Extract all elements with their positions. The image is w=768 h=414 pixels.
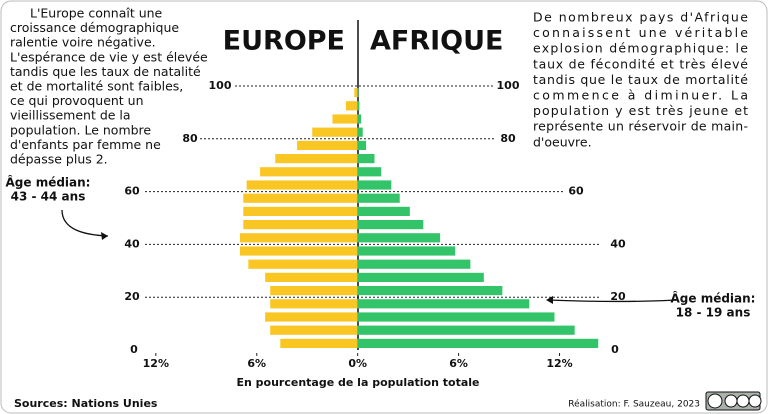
bar [357,299,530,309]
bar [357,272,484,282]
bar [270,286,358,296]
bar [357,325,575,335]
description-line: explosion démographique: le [533,41,748,56]
bar [297,140,358,150]
bar [357,312,555,322]
bar [357,259,471,269]
y-tick-label: 60 [124,185,140,198]
bar [243,206,358,216]
bar [357,140,367,150]
cc-badge [705,391,762,411]
y-tick-label: 20 [610,290,626,303]
description-line: L'espérance de vie y est élevée [10,49,208,64]
x-axis-label: En pourcentage de la population totale [236,376,479,389]
y-tick-label: 80 [500,132,516,145]
bar [357,101,360,111]
y-tick-label: 0 [611,343,619,356]
x-tick-label: 12% [546,357,572,370]
credit: Réalisation: F. Sauzeau, 2023 [568,399,700,410]
description-line: vieillissement de la [10,108,131,123]
description-line: De nombreux pays d'Afrique [533,10,748,25]
arrow-head [546,296,553,304]
annotation: 43 - 44 ans [11,190,86,204]
bar [265,272,358,282]
africa-heading: AFRIQUE [370,26,504,57]
bar [357,220,424,230]
description-line: ce qui provoquent un [10,93,144,108]
bar [312,127,358,137]
bar [332,114,358,124]
y-tick-label: 80 [182,132,198,145]
y-tick-label: 100 [497,79,520,92]
description-line: ralentie voire négative. [10,35,156,50]
x-tick-label: 6% [449,357,468,370]
y-tick-label: 40 [610,237,626,250]
y-tick-label: 20 [124,290,140,303]
description-line: taux de fécondité et très élevé [533,56,748,71]
bar [357,114,362,124]
bar [354,88,358,98]
bar [270,325,358,335]
bar [345,101,358,111]
bar [243,193,358,203]
description-line: population y est très jeune et [533,103,748,118]
bar [260,167,358,177]
description-line: connaissent une véritable [533,25,748,40]
bar [280,338,358,348]
annotation: Âge médian: [6,175,91,190]
description-line: dépasse plus 2. [10,152,108,167]
bar [270,299,358,309]
bar [239,246,358,256]
description-line: et de mortalité sont faibles, [10,79,183,94]
description-line: d'oeuvre. [533,134,592,149]
x-tick-label: 0% [348,357,367,370]
arrow-head [101,232,108,240]
bar [357,167,382,177]
source: Sources: Nations Unies [14,397,158,410]
bar [357,193,400,203]
description-line: croissance démographique [10,20,179,35]
bar [248,259,358,269]
description-line: population. Le nombre [10,122,151,137]
description-line: commence à diminuer. La [533,88,748,103]
annotation: 18 - 19 ans [676,306,751,320]
bar [357,206,410,216]
bar [275,154,358,164]
arrow [547,299,677,303]
bar [265,312,358,322]
x-tick-label: 12% [143,357,169,370]
y-tick-label: 60 [568,185,584,198]
bar [357,286,503,296]
bar [357,338,599,348]
bar [357,233,441,243]
bar [357,154,375,164]
description-line: tandis que le taux de mortalité [533,72,748,87]
annotation: Âge médian: [671,291,756,306]
y-tick-label: 0 [130,343,138,356]
description-line: d'enfants par femme ne [10,137,161,152]
description-line: représente un réservoir de main- [533,119,748,134]
bar [243,220,358,230]
bar [357,127,363,137]
description-line: tandis que les taux de natalité [10,64,201,79]
bar [357,180,392,190]
bar [239,233,358,243]
bar [357,246,456,256]
y-tick-label: 40 [124,237,140,250]
description-line: L'Europe connaît une [30,6,163,21]
europe-heading: EUROPE [223,26,345,57]
bar [246,180,358,190]
x-tick-label: 6% [247,357,266,370]
bar [357,88,359,98]
y-tick-label: 100 [209,79,232,92]
